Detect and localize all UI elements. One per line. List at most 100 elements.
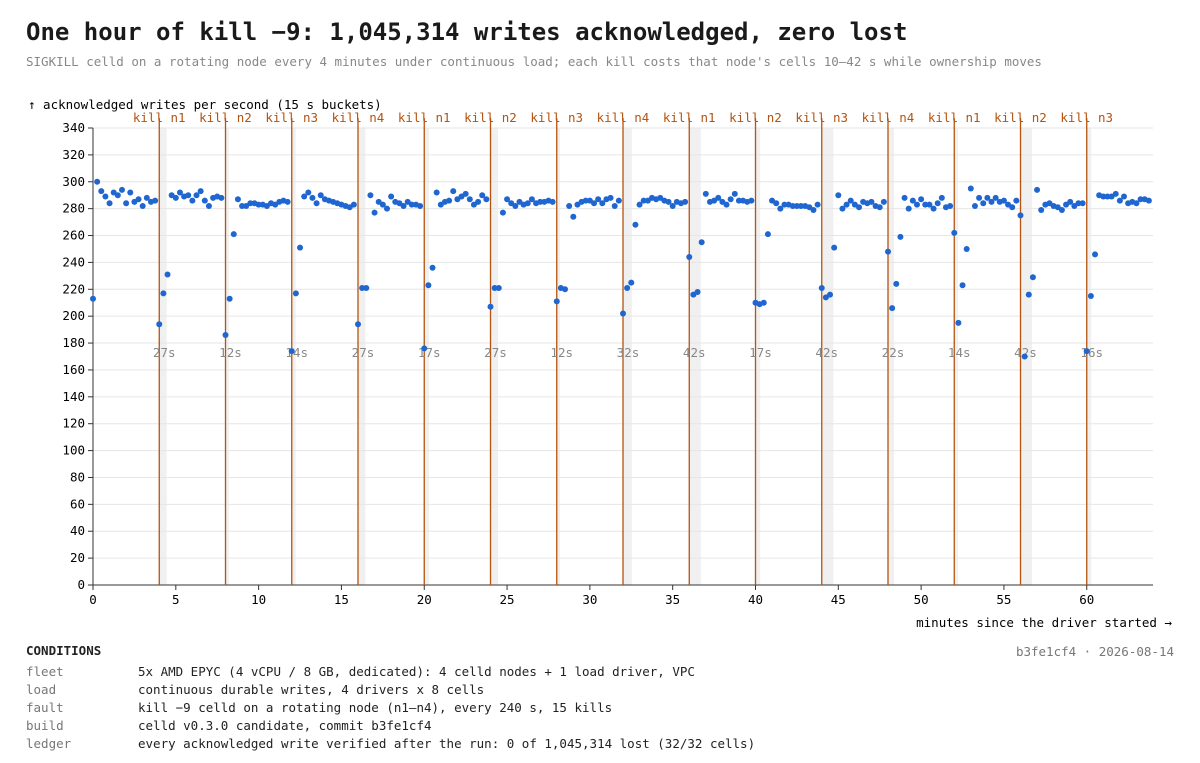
point: [230, 231, 237, 238]
point: [417, 202, 424, 209]
point: [152, 197, 159, 204]
point: [1009, 204, 1016, 211]
point: [599, 200, 606, 207]
recovery-label: 14s: [285, 345, 308, 360]
point: [930, 205, 937, 212]
point: [702, 190, 709, 197]
y-tick-label: 100: [62, 443, 85, 458]
point: [135, 196, 142, 203]
recovery-band: [888, 128, 895, 585]
y-tick-label: 20: [70, 550, 85, 565]
point: [487, 303, 494, 310]
point: [926, 201, 933, 208]
y-tick-label: 340: [62, 120, 85, 135]
x-tick-label: 55: [996, 592, 1011, 607]
point: [292, 290, 299, 297]
point: [123, 200, 130, 207]
point: [897, 233, 904, 240]
point: [512, 202, 519, 209]
recovery-band: [623, 128, 632, 585]
title: One hour of kill −9: 1,045,314 writes ac…: [26, 18, 908, 46]
point: [901, 194, 908, 201]
kill-label: kill n4: [597, 110, 650, 125]
point: [524, 200, 531, 207]
point: [1034, 186, 1041, 193]
x-axis-label: minutes since the driver started →: [916, 615, 1172, 630]
point: [1079, 200, 1086, 207]
point: [139, 202, 146, 209]
point: [959, 282, 966, 289]
point: [160, 290, 167, 297]
point: [98, 188, 105, 195]
point: [433, 189, 440, 196]
point: [947, 202, 954, 209]
point: [1121, 193, 1128, 200]
point: [686, 254, 693, 261]
point: [1137, 196, 1144, 203]
point: [951, 229, 958, 236]
point: [317, 192, 324, 199]
point: [922, 201, 929, 208]
point: [363, 284, 370, 291]
point: [313, 200, 320, 207]
point: [814, 201, 821, 208]
x-tick-label: 45: [831, 592, 846, 607]
point: [475, 198, 482, 205]
point: [793, 202, 800, 209]
point: [226, 295, 233, 302]
point: [971, 202, 978, 209]
recovery-label: 17s: [749, 345, 772, 360]
point: [843, 201, 850, 208]
point: [1112, 190, 1119, 197]
point: [1013, 197, 1020, 204]
point: [889, 305, 896, 312]
recovery-label: 42s: [815, 345, 838, 360]
kill-label: kill n3: [795, 110, 848, 125]
point: [1100, 193, 1107, 200]
kill-label: kill n4: [862, 110, 915, 125]
recovery-band: [291, 128, 296, 585]
recovery-band: [689, 128, 701, 585]
point: [176, 189, 183, 196]
point: [591, 200, 598, 207]
point: [1083, 348, 1090, 355]
recovery-band: [490, 128, 498, 585]
chart: ↑ acknowledged writes per second (15 s b…: [28, 97, 1172, 630]
point: [1116, 197, 1123, 204]
point: [94, 178, 101, 185]
recovery-label: 16s: [1080, 345, 1103, 360]
point: [495, 284, 502, 291]
point: [636, 201, 643, 208]
point: [595, 196, 602, 203]
point: [450, 188, 457, 195]
condition-key: fleet: [26, 664, 64, 679]
point: [429, 264, 436, 271]
y-tick-label: 240: [62, 254, 85, 269]
condition-value: every acknowledged write verified after …: [138, 736, 756, 751]
point: [367, 192, 374, 199]
point: [350, 201, 357, 208]
point: [127, 189, 134, 196]
point: [425, 282, 432, 289]
y-tick-label: 220: [62, 281, 85, 296]
y-axis-label: ↑ acknowledged writes per second (15 s b…: [28, 97, 382, 112]
point: [620, 310, 626, 317]
point: [205, 202, 212, 209]
point: [562, 286, 569, 293]
point: [156, 321, 163, 328]
x-tick-label: 20: [417, 592, 432, 607]
point: [773, 200, 780, 207]
point: [992, 194, 999, 201]
point: [379, 201, 386, 208]
point: [549, 198, 556, 205]
point: [1145, 197, 1152, 204]
x-tick-label: 25: [500, 592, 515, 607]
kill-label: kill n2: [199, 110, 252, 125]
recovery-label: 27s: [153, 345, 176, 360]
point: [760, 299, 767, 306]
point: [955, 319, 962, 326]
point: [499, 209, 506, 216]
recovery-label: 22s: [882, 345, 905, 360]
point: [193, 192, 200, 199]
point: [90, 295, 96, 302]
